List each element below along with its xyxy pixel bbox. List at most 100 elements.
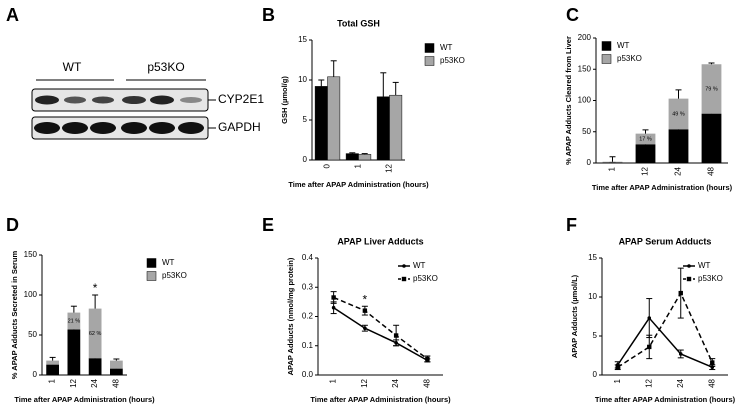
series-line: [617, 316, 713, 368]
band: [34, 122, 60, 134]
value-label: 17 %: [639, 136, 652, 142]
x-axis-label: Time after APAP Administration (hours): [595, 395, 736, 404]
legend-label: WT: [162, 258, 175, 267]
bar-segment: [602, 161, 623, 163]
bar-segment: [635, 144, 656, 163]
value-label: 79 %: [705, 136, 718, 142]
y-tick-label: 0.0: [302, 370, 314, 379]
x-tick-label: 1: [48, 378, 57, 383]
y-tick-label: 0: [593, 370, 598, 379]
panel-letter: C: [566, 5, 579, 25]
series-line: [333, 296, 428, 360]
panel-letter: A: [6, 5, 19, 25]
x-tick-label: 12: [641, 166, 650, 175]
legend-label: WT: [440, 43, 453, 52]
band: [64, 96, 86, 104]
bar: [314, 86, 328, 161]
value-label: 62 %: [89, 331, 102, 337]
blot-panel: A WT p53KO CYP2E1 GAPDH: [6, 5, 264, 140]
y-tick-label: 200: [578, 33, 592, 42]
y-tick-label: 50: [28, 330, 37, 339]
x-tick-label: 1: [613, 378, 622, 383]
legend-label: WT: [413, 261, 426, 270]
bar-segment: [88, 358, 102, 375]
marker: [393, 333, 399, 338]
chart-title: APAP Serum Adducts: [619, 236, 712, 246]
y-tick-label: 10: [298, 75, 307, 84]
x-tick-label: 48: [707, 166, 716, 175]
x-tick-label: 48: [111, 378, 120, 387]
bar: [345, 153, 359, 161]
legend-swatch: [146, 271, 157, 281]
series-line: [333, 307, 428, 362]
bar-segment: [701, 64, 722, 114]
x-tick-label: 12: [360, 378, 369, 387]
bar-segment: [668, 129, 689, 163]
legend-label: p53KO: [413, 274, 438, 283]
x-axis-label: Time after APAP Administration (hours): [14, 395, 155, 404]
x-tick-label: 48: [707, 378, 716, 387]
legend-marker: [687, 264, 691, 268]
bar-segment: [88, 308, 102, 359]
y-tick-label: 100: [24, 290, 38, 299]
y-tick-label: 0: [33, 370, 38, 379]
panel-letter: F: [566, 215, 577, 235]
legend-label: p53KO: [440, 56, 465, 65]
bar-segment: [46, 364, 59, 375]
y-tick-label: 15: [298, 35, 307, 44]
y-tick-label: 150: [578, 64, 592, 73]
group-label: WT: [63, 60, 82, 74]
band: [92, 96, 114, 104]
marker: [331, 295, 336, 300]
legend-swatch: [601, 54, 612, 64]
marker: [363, 326, 367, 331]
y-axis-label: GSH (µmol/g): [280, 76, 289, 124]
x-tick-label: 24: [674, 166, 683, 175]
x-tick-label: 24: [90, 378, 99, 387]
legend-marker: [402, 264, 406, 268]
value-label: 30 %: [639, 151, 652, 157]
bar-segment: [67, 329, 81, 375]
band-label: GAPDH: [218, 120, 261, 134]
y-axis-label: % APAP Adducts Secreted in Serum: [10, 250, 19, 379]
bar: [376, 96, 390, 161]
value-label: 79 %: [705, 86, 718, 92]
bar-segment: [668, 98, 689, 130]
y-tick-label: 10: [588, 292, 597, 301]
marker: [615, 365, 620, 370]
bar-segment: [110, 368, 123, 375]
y-tick-label: 0.2: [302, 312, 314, 321]
y-tick-label: 0: [303, 155, 308, 164]
bar-segment: [46, 360, 59, 365]
chart-title: Total GSH: [337, 18, 380, 28]
bar: [389, 94, 403, 161]
band: [178, 122, 204, 134]
value-label: 49 %: [672, 111, 685, 117]
band: [90, 122, 116, 134]
panel-letter: E: [262, 215, 274, 235]
chart-title: APAP Liver Adducts: [337, 236, 423, 246]
band: [62, 122, 88, 134]
value-label: 21 %: [68, 318, 81, 324]
legend-swatch: [146, 258, 157, 268]
x-tick-label: 24: [676, 378, 685, 387]
y-tick-label: 15: [588, 253, 597, 262]
y-tick-label: 0: [587, 158, 592, 167]
x-tick-label: 24: [391, 378, 400, 387]
y-tick-label: 5: [593, 331, 598, 340]
y-tick-label: 0.3: [302, 282, 314, 291]
y-axis-label: APAP Adducts (nmol/mg protein): [286, 257, 295, 375]
x-tick-label: 12: [69, 378, 78, 387]
band: [35, 95, 59, 105]
x-tick-label: 12: [385, 163, 394, 172]
band: [180, 97, 202, 103]
marker: [647, 316, 652, 320]
legend-marker: [401, 276, 407, 282]
y-tick-label: 50: [582, 127, 591, 136]
band: [150, 95, 174, 105]
marker: [425, 356, 430, 362]
annotation: *: [363, 292, 368, 306]
marker: [678, 352, 683, 356]
legend-swatch: [424, 56, 435, 66]
marker: [362, 308, 368, 313]
